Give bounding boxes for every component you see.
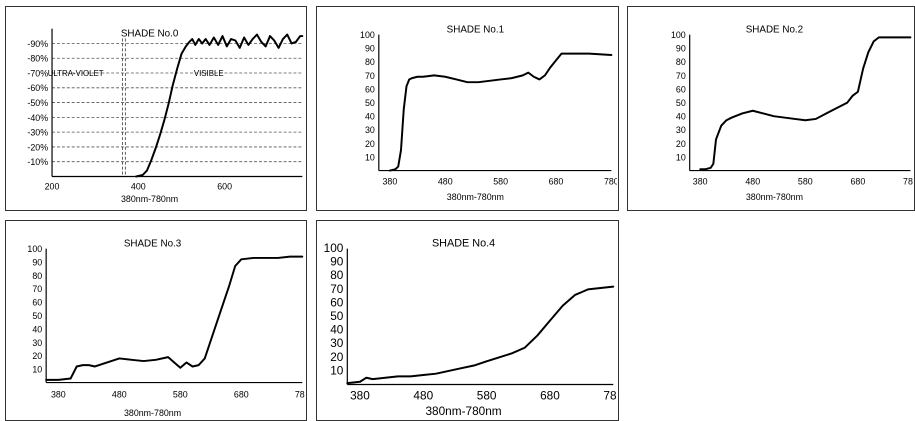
transmittance-line: [346, 285, 615, 385]
y-tick-label: 100: [27, 244, 42, 254]
y-tick-label: 70: [330, 282, 344, 296]
x-tick-label: 680: [549, 176, 564, 186]
x-tick-label: 600: [217, 181, 232, 191]
shade-0-panel: SHADE No.0 -10% -20% -30% -40% -50% -60% -70% -8…: [5, 6, 307, 211]
y-tick-label: 40: [32, 324, 42, 334]
y-tick-label: 60: [32, 298, 42, 308]
x-tick-label: 400: [131, 181, 146, 191]
y-tick-label: 100: [671, 30, 686, 40]
y-tick-label: 40: [365, 112, 375, 122]
y-tick-label: 20: [365, 139, 375, 149]
y-tick-label: -50%: [27, 98, 48, 108]
shade-chart-1: SHADE No.1 10 20 30 40 50 60 70 80 90 100 380 480 580…: [360, 25, 617, 203]
x-tick-label: 680: [850, 176, 865, 186]
x-tick-label: 580: [173, 389, 188, 399]
transmittance-line: [45, 255, 304, 381]
y-tick-label: 30: [330, 336, 344, 350]
y-tick-label: 100: [324, 241, 344, 255]
y-tick-label: -10%: [27, 157, 48, 167]
y-tick-label: 60: [365, 84, 375, 94]
y-tick-label: -80%: [27, 54, 48, 64]
x-tick-label: 780: [295, 389, 305, 399]
y-tick-label: 30: [32, 338, 42, 348]
y-tick-label: 70: [32, 284, 42, 294]
shade-chart-0: SHADE No.0 -10% -20% -30% -40% -50% -60% -70% -8…: [27, 29, 304, 204]
x-tick-label: 580: [477, 388, 497, 402]
transmittance-line: [135, 33, 304, 178]
y-tick-label: 20: [676, 139, 686, 149]
y-tick-label: 80: [365, 57, 375, 67]
y-tick-label: -70%: [27, 68, 48, 78]
x-tick-label: 680: [540, 388, 560, 402]
y-tick-label: 10: [676, 152, 686, 162]
chart-title: SHADE No.4: [432, 238, 495, 250]
x-tick-label: 780: [604, 176, 617, 186]
shade-chart-3: SHADE No.3 10 20 30 40 50 60 70 80 90 100 380 480 580…: [27, 239, 305, 418]
x-tick-label: 680: [234, 389, 249, 399]
y-tick-label: -60%: [27, 83, 48, 93]
x-tick-label: 580: [493, 176, 508, 186]
shade-4-panel: SHADE No.4 10 20 30 40 50 60 70 80 90 100 380 480 580…: [316, 220, 619, 421]
y-tick-label: 90: [676, 44, 686, 54]
x-axis-label: 380nm-780nm: [746, 192, 803, 202]
x-tick-label: 480: [413, 388, 433, 402]
y-tick-label: 90: [365, 44, 375, 54]
y-tick-label: 10: [32, 365, 42, 375]
y-tick-label: 10: [365, 152, 375, 162]
x-axis-label: 380nm-780nm: [447, 192, 504, 202]
chart-title: SHADE No.0: [121, 29, 179, 40]
y-tick-label: 50: [365, 98, 375, 108]
shade-1-panel: SHADE No.1 10 20 30 40 50 60 70 80 90 100 380 480 580…: [316, 6, 619, 211]
annotation-label: ULTRA-VIOLET: [48, 69, 104, 78]
x-tick-label: 380: [51, 389, 66, 399]
y-tick-label: 60: [676, 84, 686, 94]
y-tick-label: -20%: [27, 142, 48, 152]
x-tick-label: 480: [745, 176, 760, 186]
y-tick-label: 80: [676, 57, 686, 67]
y-tick-label: 100: [360, 30, 375, 40]
y-tick-label: 30: [676, 125, 686, 135]
chart-title: SHADE No.2: [746, 25, 803, 36]
y-tick-label: 50: [32, 311, 42, 321]
x-axis-label: 380nm-780nm: [121, 194, 178, 204]
y-tick-label: 20: [330, 350, 344, 364]
y-tick-label: 70: [365, 71, 375, 81]
x-axis-label: 380nm-780nm: [124, 408, 181, 418]
y-tick-label: 40: [676, 112, 686, 122]
x-tick-label: 200: [45, 181, 60, 191]
y-tick-label: 40: [330, 323, 344, 337]
x-tick-label: 380: [350, 388, 370, 402]
y-tick-label: -90%: [27, 39, 48, 49]
y-tick-label: -30%: [27, 128, 48, 138]
x-tick-label: 380: [693, 176, 708, 186]
x-tick-label: 380: [382, 176, 397, 186]
shade-chart-2: SHADE No.2 10 20 30 40 50 60 70 80 90 100 380 480 580…: [671, 25, 913, 203]
y-tick-label: 90: [32, 257, 42, 267]
x-axis-label: 380nm-780nm: [425, 404, 501, 418]
y-tick-label: 60: [330, 295, 344, 309]
x-tick-label: 480: [438, 176, 453, 186]
y-tick-label: 80: [32, 271, 42, 281]
annotation-label: VISIBLE: [194, 69, 224, 78]
x-tick-label: 480: [112, 389, 127, 399]
shade-2-panel: SHADE No.2 10 20 30 40 50 60 70 80 90 100 380 480 580…: [627, 6, 915, 211]
y-tick-label: 70: [676, 71, 686, 81]
y-tick-label: 90: [330, 255, 344, 269]
chart-title: SHADE No.3: [124, 239, 182, 250]
chart-title: SHADE No.1: [447, 25, 504, 36]
y-tick-label: 10: [330, 363, 344, 377]
y-tick-label: 80: [330, 268, 344, 282]
y-tick-label: 30: [365, 125, 375, 135]
y-tick-label: -40%: [27, 113, 48, 123]
x-tick-label: 780: [603, 388, 617, 402]
transmittance-line: [388, 52, 613, 172]
transmittance-line: [699, 36, 912, 171]
y-tick-label: 50: [676, 98, 686, 108]
shade-3-panel: SHADE No.3 10 20 30 40 50 60 70 80 90 100 380 480 580…: [5, 220, 307, 421]
y-tick-label: 50: [330, 309, 344, 323]
x-tick-label: 580: [798, 176, 813, 186]
x-tick-label: 780: [903, 176, 913, 186]
y-tick-label: 20: [32, 351, 42, 361]
